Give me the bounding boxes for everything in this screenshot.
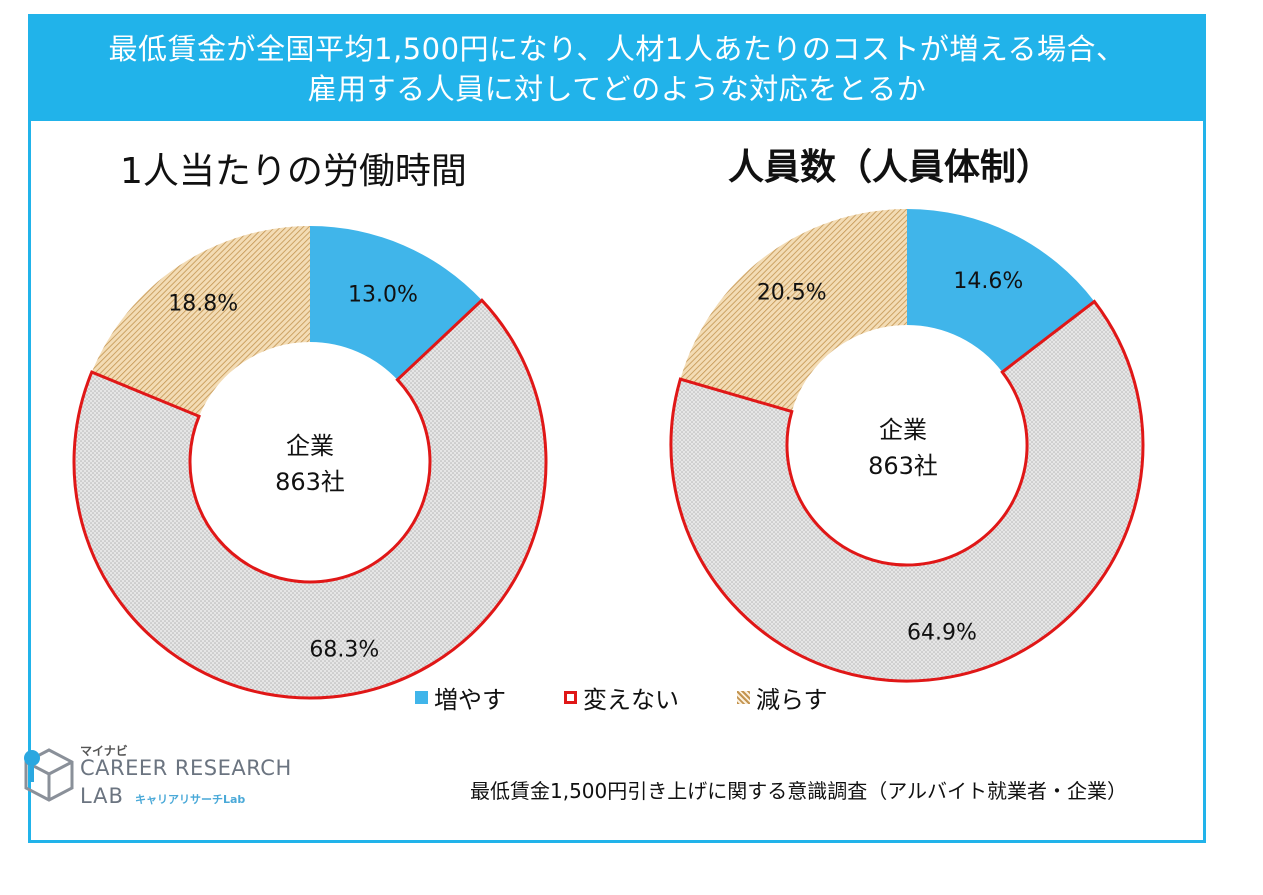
left-donut-chart: 13.0% 68.3% 18.8% — [72, 226, 548, 700]
title-bar: 最低賃金が全国平均1,500円になり、人材1人あたりのコストが増える場合、 雇用… — [31, 17, 1203, 121]
left-center-value: 863社 — [275, 468, 345, 496]
data-label-increase: 13.0% — [348, 282, 418, 307]
career-research-lab-logo: マイナビ CAREER RESEARCH LAB キャリアリサーチLab — [20, 740, 320, 810]
donut-segment-increase — [907, 209, 1095, 373]
cube-logo-icon — [24, 748, 74, 802]
right-center-text: 企業 863社 — [838, 412, 968, 484]
legend-swatch-decrease — [737, 691, 750, 704]
main-title-line-1: 最低賃金が全国平均1,500円になり、人材1人あたりのコストが増える場合、 — [108, 32, 1126, 66]
main-title-line-2: 雇用する人員に対してどのような対応をとるか — [307, 72, 927, 106]
data-label-no-change: 68.3% — [309, 637, 379, 662]
logo-line-2: LAB — [80, 784, 124, 808]
donut-segment-decrease — [680, 209, 907, 412]
left-center-label: 企業 — [286, 432, 334, 460]
chart-frame: 最低賃金が全国平均1,500円になり、人材1人あたりのコストが増える場合、 雇用… — [28, 14, 1206, 843]
data-label-increase: 14.6% — [953, 269, 1023, 294]
logo-line-1: CAREER RESEARCH — [80, 756, 292, 780]
right-center-label: 企業 — [879, 416, 927, 444]
logo-sub: キャリアリサーチLab — [135, 793, 246, 806]
legend-item-increase: 増やす — [415, 680, 506, 715]
legend: 増やす 変えない 減らす — [415, 680, 828, 715]
legend-label-increase: 増やす — [434, 686, 506, 714]
data-label-decrease: 20.5% — [757, 281, 827, 306]
legend-swatch-no-change — [564, 691, 577, 704]
legend-label-decrease: 減らす — [756, 686, 828, 714]
donut-segment-no-change — [669, 299, 1145, 683]
legend-swatch-increase — [415, 691, 428, 704]
donut-segment-increase — [310, 226, 482, 380]
left-center-text: 企業 863社 — [245, 428, 375, 500]
left-chart-title: 1人当たりの労働時間 — [120, 151, 467, 192]
data-label-no-change: 64.9% — [907, 620, 977, 645]
source-note: 最低賃金1,500円引き上げに関する意識調査（アルバイト就業者・企業） — [470, 779, 1128, 803]
right-donut-chart: 14.6% 64.9% 20.5% — [669, 209, 1145, 683]
legend-label-no-change: 変えない — [583, 686, 679, 714]
logo-brand: マイナビ — [80, 744, 128, 758]
legend-item-decrease: 減らす — [737, 680, 828, 715]
data-label-decrease: 18.8% — [168, 292, 238, 317]
right-chart-title: 人員数（人員体制） — [728, 147, 1053, 188]
right-center-value: 863社 — [868, 452, 938, 480]
legend-item-no-change: 変えない — [564, 680, 679, 715]
donut-segment-no-change — [72, 298, 548, 700]
donut-segment-decrease — [91, 226, 311, 417]
